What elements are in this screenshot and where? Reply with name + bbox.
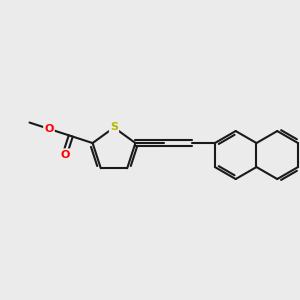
Text: O: O xyxy=(60,149,69,160)
Text: S: S xyxy=(110,122,118,133)
Text: O: O xyxy=(44,124,54,134)
